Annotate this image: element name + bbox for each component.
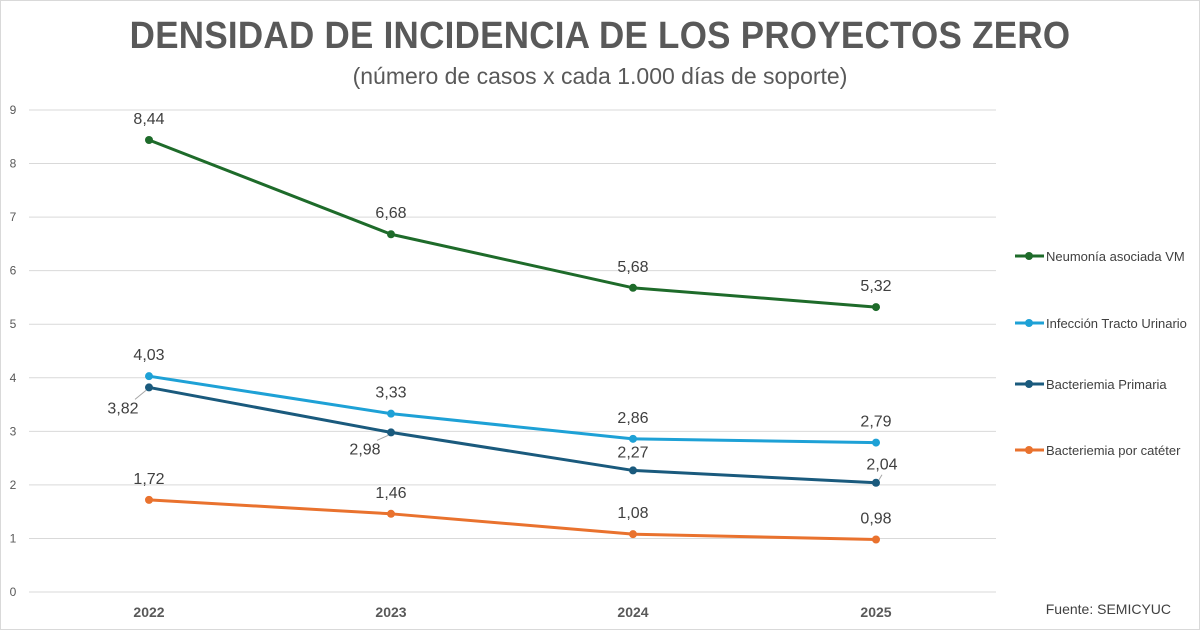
x-tick-label: 2024 [617, 604, 648, 620]
legend-swatch-marker [1025, 446, 1033, 454]
data-label: 2,79 [860, 414, 891, 431]
chart-title: DENSIDAD DE INCIDENCIA DE LOS PROYECTOS … [129, 15, 1071, 57]
leader-line [878, 474, 883, 481]
data-label: 2,86 [617, 410, 648, 427]
legend-swatch-marker [1025, 319, 1033, 327]
data-label: 1,46 [375, 485, 406, 502]
data-point [387, 509, 395, 518]
data-point [872, 438, 880, 447]
data-label: 2,04 [866, 457, 897, 474]
legend-label: Bacteriemia por catéter [1046, 443, 1181, 458]
data-label: 2,98 [349, 441, 380, 458]
data-label: 2,27 [617, 444, 648, 461]
legend-swatch-marker [1025, 252, 1033, 260]
x-tick-label: 2025 [860, 604, 891, 620]
series-line-2 [148, 385, 877, 485]
y-tick-label: 9 [10, 103, 17, 117]
data-point [387, 428, 395, 437]
legend-label: Infección Tracto Urinario [1046, 316, 1187, 331]
legend-label: Bacteriemia Primaria [1046, 377, 1167, 392]
data-label: 1,08 [617, 505, 648, 522]
source-note: Fuente: SEMICYUC [1045, 601, 1171, 617]
data-label: 4,03 [133, 347, 164, 364]
data-point [145, 383, 153, 392]
data-point [387, 409, 395, 418]
y-tick-label: 3 [10, 424, 17, 438]
data-label: 6,68 [375, 205, 406, 222]
y-tick-label: 1 [10, 531, 17, 545]
data-label: 3,33 [375, 385, 406, 402]
legend-label: Neumonía asociada VM [1046, 249, 1185, 264]
y-tick-label: 0 [10, 585, 17, 599]
y-tick-label: 2 [10, 478, 17, 492]
data-point [629, 466, 637, 475]
y-tick-label: 6 [10, 264, 17, 278]
data-label: 1,72 [133, 471, 164, 488]
series-line-1 [148, 374, 877, 445]
data-point [629, 434, 637, 443]
data-label: 5,68 [617, 259, 648, 276]
x-tick-label: 2022 [133, 604, 164, 620]
data-point [872, 303, 880, 312]
data-label: 8,44 [133, 111, 164, 128]
data-point [145, 495, 153, 504]
y-tick-label: 5 [10, 317, 17, 331]
data-label: 3,82 [107, 400, 138, 417]
data-point [872, 535, 880, 544]
data-point [387, 230, 395, 239]
leader-line [376, 434, 389, 441]
legend-swatch-marker [1025, 380, 1033, 388]
data-label: 0,98 [860, 511, 891, 528]
chart-subtitle: (número de casos x cada 1.000 días de so… [352, 63, 848, 89]
y-tick-label: 4 [10, 371, 17, 385]
y-tick-label: 7 [10, 210, 17, 224]
series-line-3 [148, 498, 877, 542]
data-point [872, 478, 880, 487]
data-point [145, 372, 153, 381]
data-point [629, 530, 637, 539]
y-tick-label: 8 [10, 157, 17, 171]
data-label: 5,32 [860, 278, 891, 295]
data-point [145, 135, 153, 144]
leader-line [134, 390, 147, 400]
x-tick-label: 2023 [375, 604, 406, 620]
series-line-0 [148, 138, 877, 309]
data-point [629, 283, 637, 292]
